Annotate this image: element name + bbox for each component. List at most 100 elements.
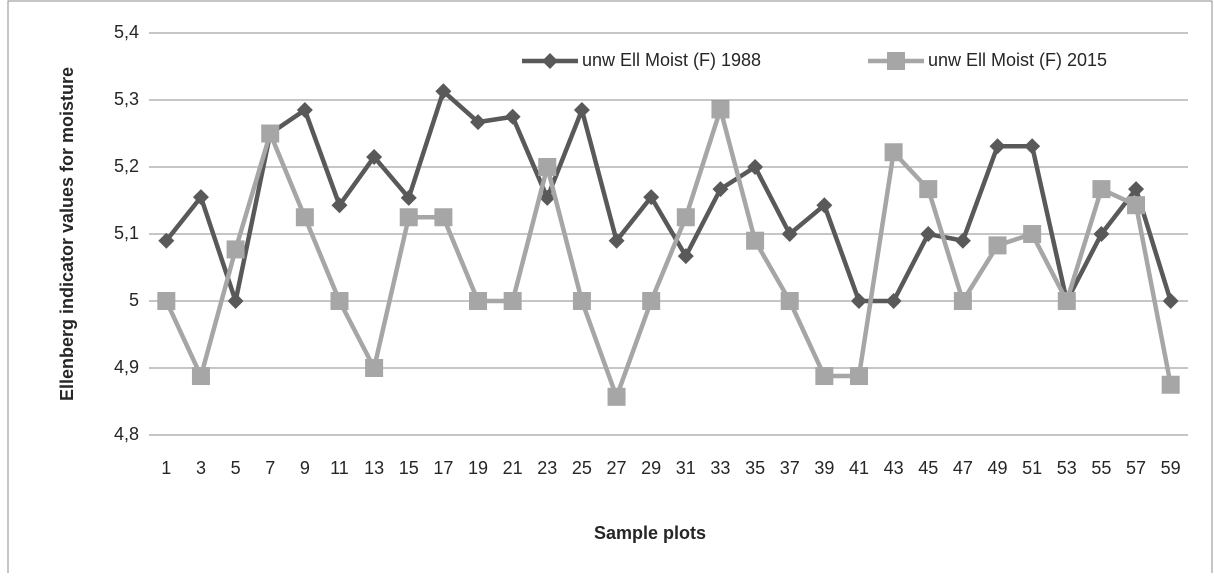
x-tick-label: 27 [607,458,627,478]
y-tick-label: 5,3 [114,89,139,109]
x-tick-label: 7 [265,458,275,478]
x-tick-label: 41 [849,458,869,478]
data-point [1162,293,1179,309]
data-point [642,292,661,310]
data-point [1024,138,1041,155]
legend-label: unw Ell Moist (F) 1988 [582,50,761,70]
x-tick-label: 23 [537,458,557,478]
y-tick-label: 5,4 [114,22,139,42]
x-tick-label: 55 [1091,458,1111,478]
data-point [503,292,522,310]
x-tick-label: 25 [572,458,592,478]
data-point [399,208,418,227]
x-tick-label: 57 [1126,458,1146,478]
data-point [295,208,314,227]
data-point [330,292,349,310]
data-point [676,208,695,227]
x-tick-label: 35 [745,458,765,478]
data-point [953,292,972,310]
data-point [1127,196,1146,215]
y-tick-label: 5,2 [114,156,139,176]
data-point [643,189,660,206]
x-tick-label: 31 [676,458,696,478]
data-point [157,292,176,310]
data-point [366,148,383,165]
data-point [504,108,521,125]
data-point [919,180,938,199]
data-point [1128,181,1145,198]
x-tick-label: 59 [1161,458,1181,478]
x-tick-label: 11 [330,458,349,478]
data-point [227,293,244,309]
data-point [158,232,175,249]
x-tick-label: 3 [196,458,206,478]
x-tick-label: 51 [1022,458,1042,478]
data-point [1093,226,1110,242]
data-point [885,293,902,309]
data-point [816,197,833,214]
data-point [191,367,210,386]
data-point [1161,375,1180,394]
data-point [988,236,1007,255]
data-point [572,292,591,310]
x-tick-label: 21 [503,458,523,478]
data-point [954,232,971,249]
data-point [607,387,626,406]
data-point [1092,180,1111,199]
data-point [677,248,694,265]
legend-marker [542,53,558,69]
data-point [711,100,730,119]
x-tick-label: 37 [780,458,800,478]
x-tick-label: 33 [710,458,730,478]
x-tick-label: 39 [814,458,834,478]
x-tick-label: 1 [161,458,171,478]
y-tick-label: 4,9 [114,357,139,377]
data-point [400,189,417,206]
data-point [849,367,868,386]
data-point [538,158,557,176]
data-point [226,240,245,259]
data-point [469,292,488,310]
data-point [608,232,625,249]
data-point [296,102,313,119]
data-point [261,124,280,143]
x-tick-label: 47 [953,458,973,478]
x-tick-label: 43 [884,458,904,478]
data-point [747,159,764,175]
x-axis-label: Sample plots [594,523,706,543]
y-tick-label: 5,1 [114,223,139,243]
chart-frame [7,0,1213,578]
data-point [470,114,487,131]
series-line [164,89,1173,304]
data-point [780,292,799,310]
x-tick-label: 29 [641,458,661,478]
data-point [850,293,867,309]
data-point [746,231,765,250]
data-point [192,189,209,206]
x-tick-label: 9 [300,458,310,478]
y-axis-label: Ellenberg indicator values for moisture [57,67,77,401]
series-line [164,107,1173,400]
data-point [1057,292,1076,310]
x-tick-label: 19 [468,458,488,478]
x-tick-label: 13 [364,458,384,478]
data-point [815,367,834,386]
data-point [365,359,384,377]
data-point [781,226,798,242]
y-tick-label: 5 [129,290,139,310]
data-point [331,197,348,214]
data-point [989,138,1006,155]
data-point [539,189,556,206]
y-tick-label: 4,8 [114,424,139,444]
data-point [712,181,729,198]
x-tick-label: 49 [988,458,1008,478]
x-tick-label: 53 [1057,458,1077,478]
x-tick-label: 5 [231,458,241,478]
data-point [920,226,937,242]
data-point [435,83,452,100]
data-point [434,208,453,227]
legend-label: unw Ell Moist (F) 2015 [928,50,1107,70]
data-point [1023,225,1042,243]
legend-marker [887,52,905,70]
